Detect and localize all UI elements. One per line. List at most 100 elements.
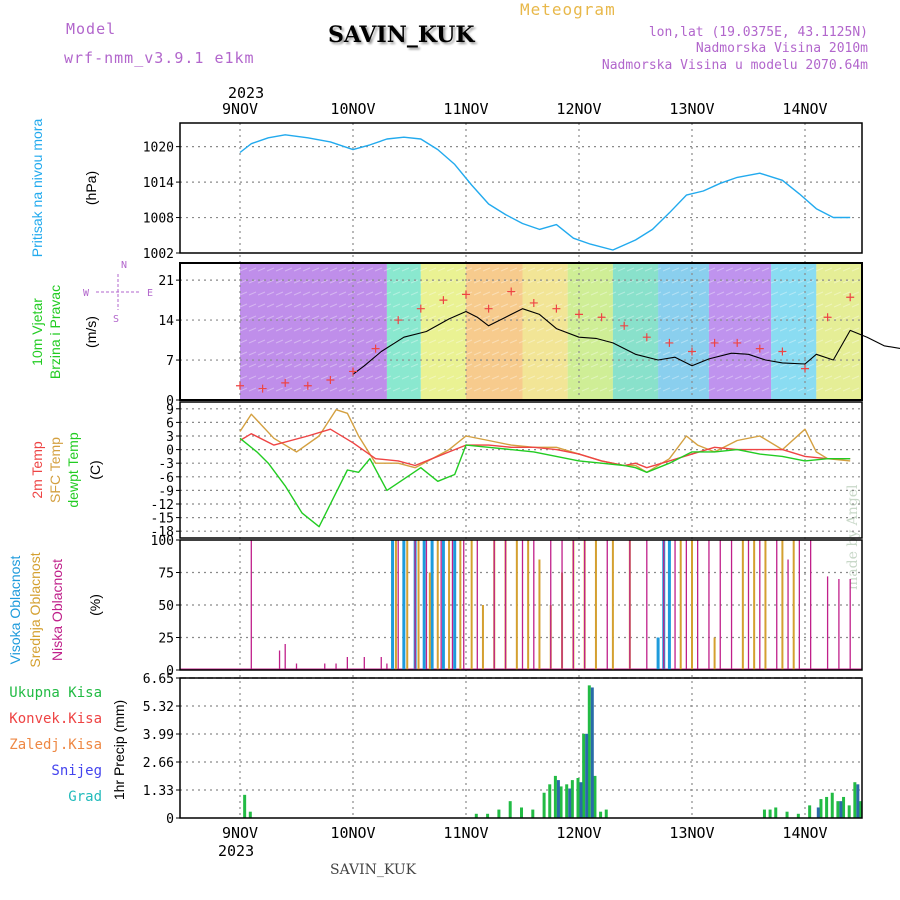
wind-barb — [833, 363, 842, 368]
wind-barb — [365, 363, 374, 368]
wind-barb — [761, 267, 770, 272]
wind-barb — [302, 339, 311, 344]
wind-barb — [392, 363, 401, 368]
wind-barb — [626, 363, 635, 368]
wind-barb — [410, 291, 419, 296]
y-tick-label: 0 — [166, 394, 174, 409]
wind-barb — [293, 375, 302, 380]
wind-barb — [347, 363, 356, 368]
wind-barb — [770, 339, 779, 344]
y-tick-label: 1020 — [143, 141, 174, 156]
wind-barb — [221, 315, 230, 320]
wind-direction-band — [612, 263, 659, 400]
wind-barb — [320, 351, 329, 356]
wind-barb — [212, 387, 221, 392]
wind-barb — [671, 351, 680, 356]
wind-barb — [491, 339, 500, 344]
y-tick-label: 1014 — [143, 176, 174, 191]
wind-barb — [212, 303, 221, 308]
wind-barb — [761, 291, 770, 296]
wind-barb — [230, 363, 239, 368]
total-precip-bar — [785, 811, 789, 818]
wind-barb — [725, 387, 734, 392]
wind-barb — [491, 315, 500, 320]
dewpt-axis-title: dewpt Temp — [65, 432, 81, 507]
y-tick-label: 75 — [158, 567, 174, 582]
wind-barb — [185, 351, 194, 356]
wind-barb — [842, 351, 851, 356]
wind-barb — [239, 375, 248, 380]
wind-barb — [437, 351, 446, 356]
wind-barb — [419, 351, 428, 356]
wind-barb — [347, 375, 356, 380]
bottom-year-label: 2023 — [218, 842, 254, 860]
wind-barb — [257, 279, 266, 284]
wind-barb — [221, 327, 230, 332]
wind-barb — [815, 315, 824, 320]
wind-barb — [230, 339, 239, 344]
wind-barb — [302, 363, 311, 368]
wind-barb — [806, 363, 815, 368]
wind-barb — [851, 363, 860, 368]
wind-barb — [518, 363, 527, 368]
wind-barb — [464, 279, 473, 284]
wind-barb — [257, 375, 266, 380]
wind-barb — [410, 327, 419, 332]
wind-barb — [635, 315, 644, 320]
wind-barb — [212, 375, 221, 380]
snow-precip-bar — [556, 780, 560, 818]
wind-barb — [635, 339, 644, 344]
wind-barb — [689, 351, 698, 356]
wind-barb — [275, 267, 284, 272]
wind-barb — [446, 339, 455, 344]
y-tick-label: -18 — [151, 525, 174, 540]
wind-gust-marker — [778, 347, 787, 356]
wind-barb — [329, 327, 338, 332]
wind-barb — [527, 291, 536, 296]
wind-barb — [626, 339, 635, 344]
wind-axis-unit: (m/s) — [83, 316, 99, 348]
wind-barb — [383, 291, 392, 296]
wind-barb — [230, 303, 239, 308]
wind-barb — [374, 387, 383, 392]
total-precip-bar — [593, 775, 597, 818]
wind-barb — [293, 339, 302, 344]
wind-barb — [743, 387, 752, 392]
wind-barb — [419, 363, 428, 368]
wind-barb — [239, 351, 248, 356]
wind-barb — [311, 387, 320, 392]
wind-barb — [311, 303, 320, 308]
wind-barb — [617, 339, 626, 344]
wind-barb — [545, 267, 554, 272]
y-tick-label: 21 — [158, 274, 174, 289]
wind-barb — [545, 375, 554, 380]
wind-barb — [824, 387, 833, 392]
wind-barb — [806, 339, 815, 344]
sfctemp-axis-title: SFC Temp — [47, 437, 63, 503]
wind-barb — [302, 387, 311, 392]
wind-barb — [437, 387, 446, 392]
wind-gust-marker — [529, 298, 538, 307]
wind-barb — [401, 267, 410, 272]
wind-barb — [194, 387, 203, 392]
wind-barb — [329, 303, 338, 308]
wind-barb — [815, 267, 824, 272]
wind-barb — [770, 315, 779, 320]
y-tick-label: 1008 — [143, 212, 174, 227]
wind-barb — [311, 279, 320, 284]
wind-barb — [284, 279, 293, 284]
wind-barb — [194, 363, 203, 368]
wind-barb — [437, 375, 446, 380]
wind-barb — [428, 279, 437, 284]
wind-barb — [797, 351, 806, 356]
wind-barb — [257, 291, 266, 296]
wind-barb — [347, 279, 356, 284]
wind-barb — [221, 303, 230, 308]
wind-barb — [536, 267, 545, 272]
wind-gust-marker — [236, 381, 244, 390]
wind-barb — [365, 291, 374, 296]
wind-barb — [743, 375, 752, 380]
wind-direction-band — [420, 263, 466, 400]
wind-barb — [311, 339, 320, 344]
wind-barb — [419, 387, 428, 392]
